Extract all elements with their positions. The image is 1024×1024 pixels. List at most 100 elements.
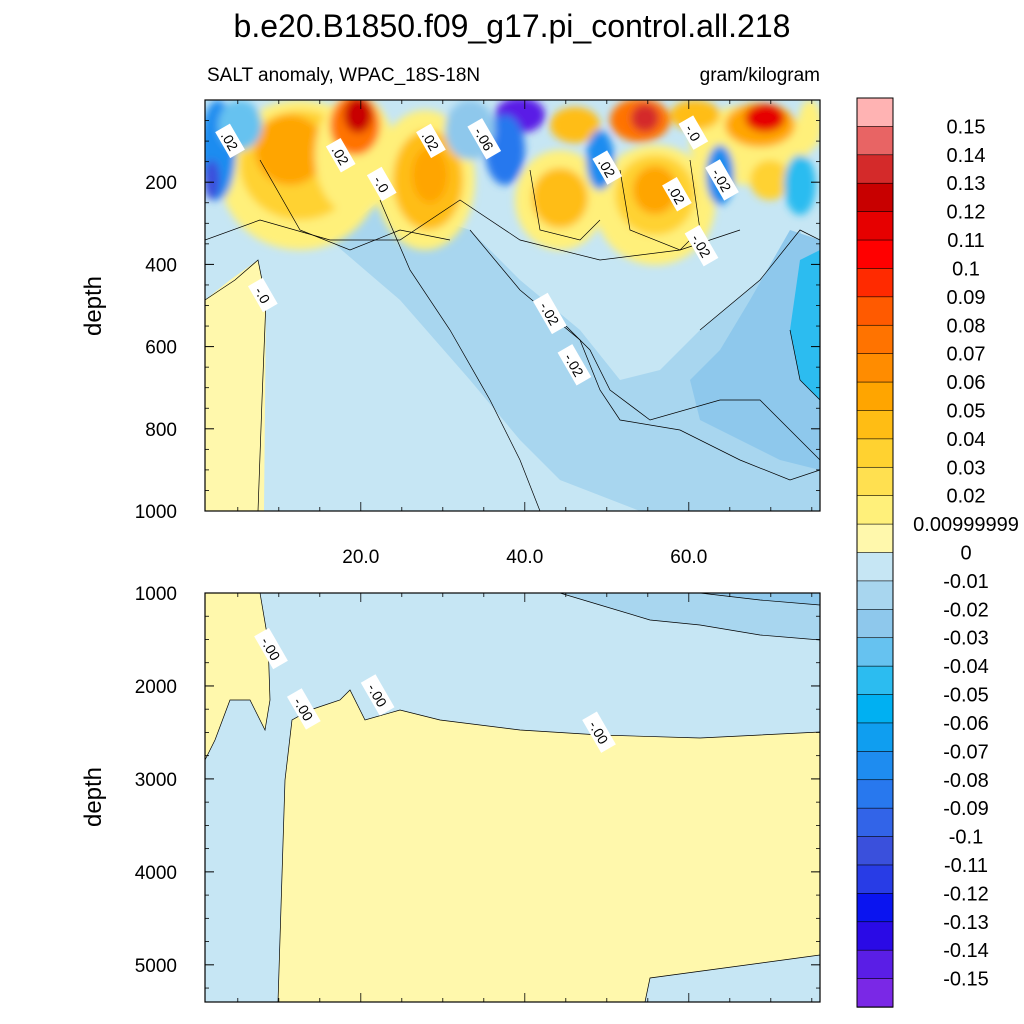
colorbar-swatch [856, 268, 894, 298]
chart-title: b.e20.B1850.f09_g17.pi_control.all.218 [234, 8, 791, 44]
colorbar-swatch [856, 694, 894, 724]
contour-label: -.0 [366, 166, 397, 202]
lower-y-axis-label: depth [80, 767, 107, 827]
colorbar-swatch [856, 893, 894, 923]
colorbar-label: 0.03 [947, 457, 986, 479]
contour-label-box [467, 118, 502, 160]
contour-label-box [557, 344, 592, 386]
colorbar-swatch [856, 239, 894, 270]
colorbar-label: -0.15 [943, 969, 989, 991]
upper-region-minus005 [790, 250, 820, 400]
colorbar-label: 0.1 [952, 258, 980, 280]
colorbar-swatch [856, 609, 894, 639]
colorbar-label: 0.06 [947, 372, 986, 394]
colorbar-label: -0.03 [943, 628, 989, 650]
lower-axis-ticks: 1000 2000 3000 4000 5000 [135, 584, 820, 1002]
x-axis-ticks: 20.0 40.0 60.0 [342, 547, 707, 568]
colorbar-swatch [856, 154, 894, 184]
colorbar-swatch [856, 410, 894, 440]
lower-region-minus001 [560, 593, 820, 640]
colorbar-label: 0.02 [947, 486, 986, 508]
colorbar-swatch [856, 182, 894, 213]
colorbar-label: 0 [960, 543, 971, 565]
colorbar-label: -0.13 [943, 912, 989, 934]
colorbar-label: 0.11 [947, 230, 984, 252]
lower-panel-field [205, 593, 820, 1002]
colorbar-label: 0.15 [947, 116, 986, 138]
colorbar-label: -0.04 [943, 656, 989, 678]
colorbar-swatch [856, 637, 894, 667]
contour-label-box [662, 177, 692, 212]
lower-ytick-label: 2000 [135, 677, 177, 698]
colorbar-label: -0.01 [943, 571, 989, 593]
colorbar-label: -0.06 [943, 713, 989, 735]
contour-label-box [286, 688, 321, 730]
colorbar-swatch [856, 523, 894, 554]
colorbar-label: 0.07 [947, 344, 986, 366]
colorbar-swatch [856, 552, 894, 582]
upper-ytick-label: 1000 [135, 502, 177, 523]
colorbar-swatch [856, 921, 894, 951]
contour-label-box [705, 159, 739, 201]
colorbar-label: -0.14 [943, 940, 989, 962]
lower-region-positive-main [278, 690, 820, 1002]
colorbar-label: -0.09 [943, 798, 989, 820]
colorbar-swatch [856, 665, 894, 696]
contour-label-box [582, 711, 616, 753]
colorbar-swatch [856, 978, 894, 1008]
colorbar-swatch [856, 751, 894, 781]
colorbar-label: -0.07 [943, 741, 989, 763]
colorbar-swatch [856, 722, 894, 753]
upper-contour-labels: .02.02.02 -.06-.0.02.02 -.02-.0-.02-.0-.02… [215, 115, 739, 386]
upper-panel-field [205, 100, 820, 511]
lower-ytick-label: 3000 [135, 770, 177, 791]
colorbar-swatch [856, 381, 894, 412]
contour-label-box [678, 115, 709, 150]
colorbar-label: 0.12 [947, 202, 986, 224]
colorbar-label: -0.02 [943, 599, 989, 621]
x-tick-label: 20.0 [342, 547, 379, 568]
x-tick-label: 60.0 [670, 547, 707, 568]
contour-label-box [592, 150, 623, 185]
upper-ytick-label: 800 [145, 420, 177, 441]
colorbar-label: 0.04 [947, 429, 986, 451]
upper-axis-ticks: 200 400 600 800 1000 [135, 99, 820, 523]
lower-ytick-label: 1000 [135, 584, 177, 605]
upper-y-axis-label: depth [80, 276, 107, 336]
colorbar-swatch [856, 296, 894, 326]
upper-region-minus003 [690, 230, 820, 470]
colorbar-label: 0.00999999 [913, 514, 1019, 536]
colorbar-label: 0.14 [947, 145, 986, 167]
colorbar-swatch [856, 580, 894, 611]
colorbar-swatch [856, 864, 894, 895]
contour-label-box [360, 674, 395, 716]
lower-ytick-label: 5000 [135, 956, 177, 977]
colorbar-label: -0.08 [943, 770, 989, 792]
colorbar-label: 0.13 [947, 173, 986, 195]
colorbar-swatch [856, 211, 894, 241]
colorbar-swatch [856, 438, 894, 468]
contour-label-box [215, 123, 245, 159]
contour-label-box [254, 627, 288, 670]
colorbar-label: -0.12 [943, 883, 989, 905]
contour-label-box [416, 123, 446, 159]
colorbar-label: 0.05 [947, 400, 986, 422]
contour-label: -.06 [467, 118, 502, 160]
upper-region-positive-left-inner [205, 265, 262, 511]
upper-ytick-label: 600 [145, 338, 177, 359]
colorbar-swatch [856, 495, 894, 525]
colorbar-label: 0.08 [947, 315, 986, 337]
contour-label-box [366, 166, 397, 202]
upper-ytick-label: 200 [145, 173, 177, 194]
lower-region-positive-left [205, 593, 270, 760]
colorbar-frame [856, 97, 894, 1008]
colorbar-swatch [856, 324, 894, 355]
upper-ytick-label: 400 [145, 255, 177, 276]
contour-label-text: -.0 [682, 122, 704, 144]
colorbar-label: -0.11 [944, 855, 988, 877]
contour-label: -.0 [678, 115, 709, 150]
contour-label-text: -.0 [251, 284, 273, 306]
